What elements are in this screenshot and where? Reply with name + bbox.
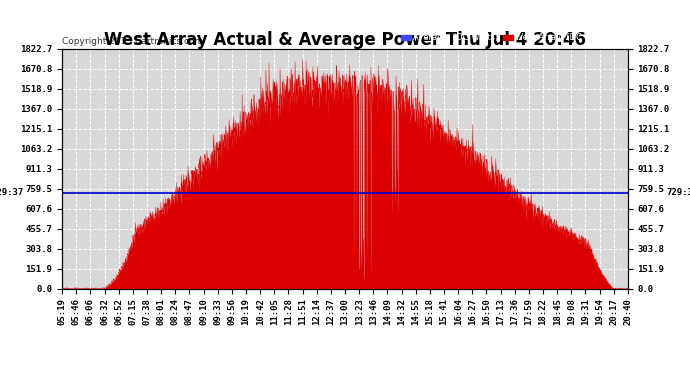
Legend: Average  (DC Watts), West Array  (DC Watts): Average (DC Watts), West Array (DC Watts… (399, 32, 613, 44)
Text: 729:37: 729:37 (0, 188, 23, 197)
Title: West Array Actual & Average Power Thu Jul 4 20:46: West Array Actual & Average Power Thu Ju… (104, 31, 586, 49)
Text: 729:37: 729:37 (667, 188, 690, 197)
Text: Copyright 2013 Cartronics.com: Copyright 2013 Cartronics.com (62, 38, 204, 46)
